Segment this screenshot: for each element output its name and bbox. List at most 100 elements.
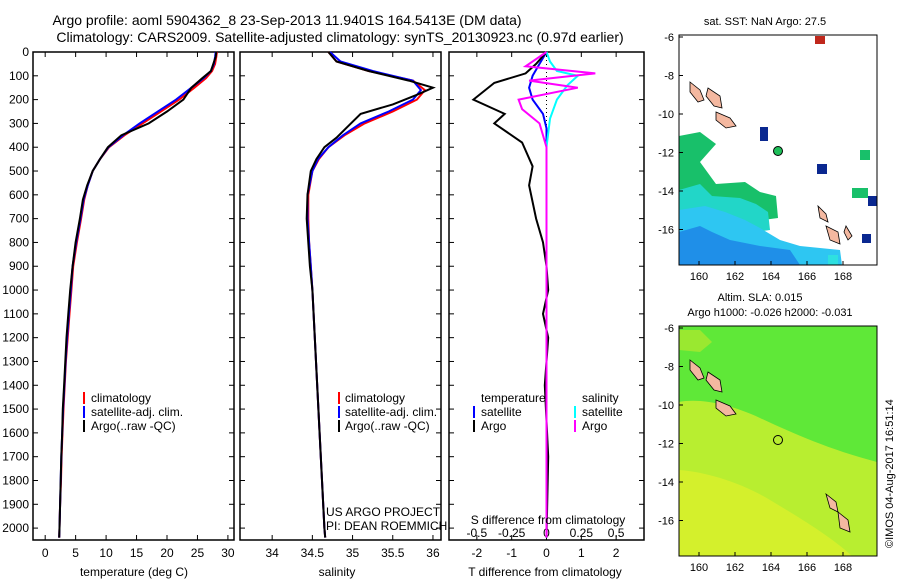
legend-label-s-argo: Argo [582, 419, 608, 433]
depth-tick-label: 600 [9, 188, 29, 202]
depth-tick-label: 2000 [2, 521, 29, 535]
x-tick-label: 34 [265, 546, 279, 560]
sla-map: Altim. SLA: 0.015 Argo h1000: -0.026 h20… [678, 292, 878, 557]
island-vanuatu-3 [843, 225, 853, 241]
sla-high-top [679, 330, 712, 352]
legend-label-climatology: climatology [91, 391, 151, 405]
x-tick-label: 0 [42, 546, 49, 560]
map-lat-label: -16 [658, 225, 674, 237]
s-diff-tick-label: 0.5 [608, 526, 625, 540]
temperature-legend: climatology satellite-adj. clim. Argo(..… [83, 391, 183, 433]
t-diff-tick-label: -2 [472, 546, 483, 560]
series-t-satellite [528, 51, 548, 538]
map-lon-label: 160 [690, 562, 708, 574]
map-lat-label: -8 [664, 362, 674, 374]
map-lat-label: -16 [658, 516, 674, 528]
depth-tick-label: 1600 [2, 426, 29, 440]
sst-islands [689, 81, 853, 245]
depth-tick-label: 1000 [2, 283, 29, 297]
title-line-2: Climatology: CARS2009. Satellite-adjuste… [56, 29, 623, 45]
island-solomons-3 [715, 111, 737, 129]
sst-pixel-darkblue-1 [760, 127, 768, 141]
map-lon-label: 168 [834, 562, 852, 574]
series-argo-raw-qc- [58, 51, 218, 538]
island-vanuatu-2 [825, 225, 841, 245]
difference-legend: temperature satellite Argo salinity sate… [473, 391, 623, 433]
series-s-argo [517, 51, 596, 538]
legend-label-satellite: satellite-adj. clim. [91, 405, 183, 419]
sst-pixel-red [815, 36, 825, 44]
temperature-xlabel: temperature (deg C) [80, 565, 188, 579]
project-annotation-line-1: US ARGO PROJECT [326, 505, 441, 519]
argo-location-marker [773, 146, 783, 156]
x-tick-label: 25 [191, 546, 205, 560]
sla-map-title-line-1: Altim. SLA: 0.015 [718, 292, 803, 304]
series-argo-raw-qc- [305, 51, 436, 538]
depth-tick-label: 100 [9, 69, 29, 83]
map-lat-label: -10 [658, 109, 674, 121]
t-diff-tick-label: 2 [613, 546, 620, 560]
legend-label-t-satellite: satellite [481, 405, 522, 419]
sst-pixel-cyan [828, 255, 838, 265]
sla-map-frame [678, 325, 878, 557]
t-difference-xlabel: T difference from climatology [468, 565, 622, 579]
map-lat-label: -8 [664, 71, 674, 83]
imos-timestamp: ©IMOS 04-Aug-2017 16:51:14 [884, 399, 896, 548]
map-lon-label: 164 [762, 562, 780, 574]
sst-pixel-darkblue-2 [817, 164, 827, 174]
x-tick-label: 34.5 [301, 546, 325, 560]
series-satellite-adj-clim- [306, 51, 423, 538]
depth-tick-label: 200 [9, 93, 29, 107]
x-tick-label: 30 [221, 546, 235, 560]
s-diff-tick-label: -0.25 [498, 526, 526, 540]
sst-map: sat. SST: NaN Argo: 27.5 [678, 16, 878, 266]
map-lat-label: -12 [658, 148, 674, 160]
sst-pixel-green-1 [860, 150, 870, 160]
temperature-panel-frame [32, 51, 235, 541]
sst-map-frame [678, 34, 878, 266]
depth-tick-label: 400 [9, 140, 29, 154]
sst-coverage [679, 36, 877, 265]
depth-tick-label: 1200 [2, 331, 29, 345]
salinity-xlabel: salinity [319, 565, 356, 579]
map-lon-label: 164 [762, 271, 780, 283]
map-lon-label: 162 [726, 271, 744, 283]
x-tick-label: 35.5 [381, 546, 405, 560]
depth-tick-label: 1900 [2, 497, 29, 511]
sst-pixel-darkblue-4 [868, 196, 877, 206]
map-lon-label: 168 [834, 271, 852, 283]
t-diff-tick-label: 1 [578, 546, 585, 560]
legend-label-argo: Argo(..raw -QC) [345, 419, 430, 433]
s-difference-label: S difference from climatology [471, 513, 626, 527]
legend-heading-temperature: temperature [481, 391, 546, 405]
x-tick-label: 20 [160, 546, 174, 560]
legend-label-argo: Argo(..raw -QC) [91, 419, 176, 433]
sla-map-title-line-2: Argo h1000: -0.026 h2000: -0.031 [687, 307, 852, 319]
depth-tick-label: 1700 [2, 450, 29, 464]
sst-map-title: sat. SST: NaN Argo: 27.5 [704, 16, 826, 28]
salinity-panel-frame [239, 51, 442, 541]
depth-tick-label: 800 [9, 235, 29, 249]
map-lat-label: -6 [664, 32, 674, 44]
t-diff-tick-label: -1 [506, 546, 517, 560]
depth-tick-label: 700 [9, 212, 29, 226]
legend-label-climatology: climatology [345, 391, 405, 405]
map-lat-label: -12 [658, 439, 674, 451]
map-lon-label: 160 [690, 271, 708, 283]
map-lat-label: -10 [658, 400, 674, 412]
depth-tick-label: 1300 [2, 354, 29, 368]
sst-pixel-darkblue-3 [862, 234, 871, 243]
salinity-legend: climatology satellite-adj. clim. Argo(..… [326, 391, 447, 533]
map-lon-label: 166 [798, 562, 816, 574]
depth-tick-label: 1500 [2, 402, 29, 416]
map-lon-label: 162 [726, 562, 744, 574]
sst-pixel-green-2 [852, 188, 868, 198]
sst-blue-band [679, 226, 800, 265]
depth-tick-label: 500 [9, 164, 29, 178]
s-diff-tick-label: 0.25 [570, 526, 594, 540]
island-sla-3 [715, 399, 737, 417]
project-annotation-line-2: PI: DEAN ROEMMICH [326, 519, 447, 533]
sla-high-core [679, 470, 852, 556]
island-vanuatu-1 [817, 204, 829, 223]
x-tick-label: 35 [346, 546, 360, 560]
